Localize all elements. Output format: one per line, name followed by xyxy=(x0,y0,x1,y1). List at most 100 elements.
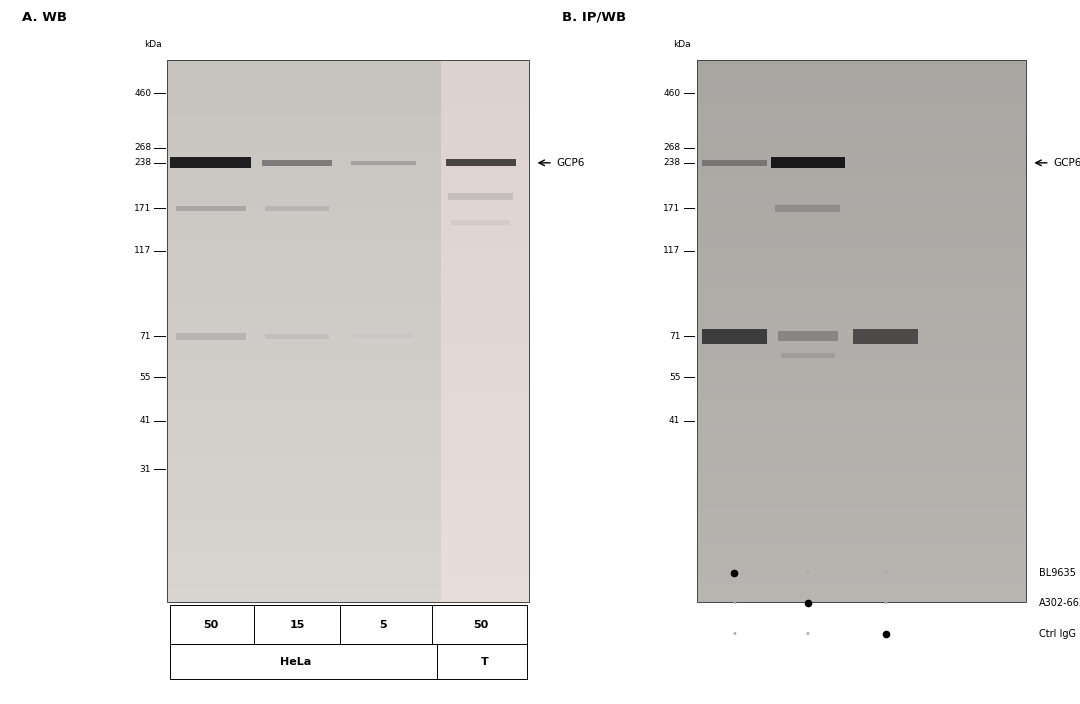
Bar xyxy=(441,244,529,247)
Bar xyxy=(441,247,529,249)
Bar xyxy=(167,537,529,539)
Bar xyxy=(167,263,529,266)
Bar xyxy=(167,290,529,293)
Bar xyxy=(697,347,1026,350)
Bar xyxy=(441,322,529,325)
Bar xyxy=(697,375,1026,377)
Bar xyxy=(697,73,1026,76)
Bar xyxy=(441,545,529,548)
Bar xyxy=(167,214,529,217)
Bar xyxy=(697,249,1026,252)
Bar xyxy=(441,477,529,480)
Bar xyxy=(697,382,1026,385)
Bar xyxy=(167,141,529,144)
Bar xyxy=(441,396,529,398)
Bar xyxy=(167,60,529,602)
Bar xyxy=(697,60,1026,63)
Bar xyxy=(697,431,1026,434)
Bar xyxy=(167,434,529,436)
Bar xyxy=(697,177,1026,179)
Bar xyxy=(167,304,529,306)
Bar xyxy=(441,580,529,583)
Bar xyxy=(697,483,1026,485)
Bar xyxy=(167,442,529,445)
Bar xyxy=(697,388,1026,391)
Bar xyxy=(697,282,1026,285)
Bar xyxy=(697,293,1026,296)
Bar xyxy=(697,415,1026,417)
Bar xyxy=(441,125,529,127)
Bar xyxy=(167,504,529,507)
Bar xyxy=(441,558,529,561)
Bar xyxy=(697,130,1026,133)
Bar xyxy=(441,155,529,158)
Bar xyxy=(697,70,1026,73)
Bar xyxy=(167,423,529,426)
Bar xyxy=(781,353,835,358)
Bar xyxy=(697,464,1026,466)
Bar xyxy=(441,564,529,567)
Bar xyxy=(167,331,529,334)
Bar xyxy=(697,331,1026,334)
Bar xyxy=(697,417,1026,420)
Bar xyxy=(167,358,529,360)
Bar xyxy=(697,193,1026,195)
Bar xyxy=(441,190,529,193)
Bar xyxy=(167,203,529,206)
Bar xyxy=(441,589,529,591)
Text: 41: 41 xyxy=(139,416,151,425)
Bar xyxy=(697,149,1026,152)
Bar xyxy=(167,529,529,532)
Bar xyxy=(697,534,1026,537)
Bar xyxy=(441,574,529,577)
Bar xyxy=(441,561,529,564)
Bar xyxy=(167,82,529,84)
Bar xyxy=(167,108,529,111)
Bar xyxy=(697,214,1026,217)
Bar xyxy=(441,379,529,382)
Bar xyxy=(167,458,529,461)
Bar xyxy=(167,133,529,136)
Bar xyxy=(167,260,529,263)
Bar xyxy=(167,353,529,356)
Bar xyxy=(441,570,529,572)
Bar xyxy=(697,385,1026,388)
Bar xyxy=(441,255,529,258)
Bar xyxy=(697,79,1026,82)
Bar xyxy=(167,70,529,73)
Bar xyxy=(697,379,1026,382)
Bar xyxy=(441,461,529,464)
Bar xyxy=(167,136,529,139)
Bar xyxy=(167,502,529,504)
Bar xyxy=(167,285,529,287)
Bar xyxy=(167,65,529,68)
Bar xyxy=(441,315,529,318)
Bar xyxy=(441,177,529,179)
Bar xyxy=(697,155,1026,158)
Bar xyxy=(441,485,529,488)
Bar xyxy=(697,84,1026,87)
Bar xyxy=(441,220,529,222)
Bar xyxy=(697,306,1026,309)
Bar xyxy=(441,551,529,553)
Bar xyxy=(167,350,529,353)
Bar xyxy=(441,426,529,429)
Bar xyxy=(167,279,529,282)
Bar xyxy=(167,377,529,379)
Bar xyxy=(441,363,529,366)
Bar xyxy=(448,193,513,200)
Bar xyxy=(441,70,529,73)
Bar xyxy=(697,537,1026,539)
Bar xyxy=(441,586,529,589)
Bar xyxy=(167,220,529,222)
Bar xyxy=(697,572,1026,574)
Text: 460: 460 xyxy=(663,89,680,98)
Bar xyxy=(167,436,529,439)
Bar xyxy=(697,529,1026,532)
Text: •: • xyxy=(731,598,738,608)
Bar xyxy=(697,583,1026,586)
Bar xyxy=(697,442,1026,445)
Bar xyxy=(441,369,529,372)
Bar xyxy=(167,60,529,63)
Bar xyxy=(697,404,1026,407)
